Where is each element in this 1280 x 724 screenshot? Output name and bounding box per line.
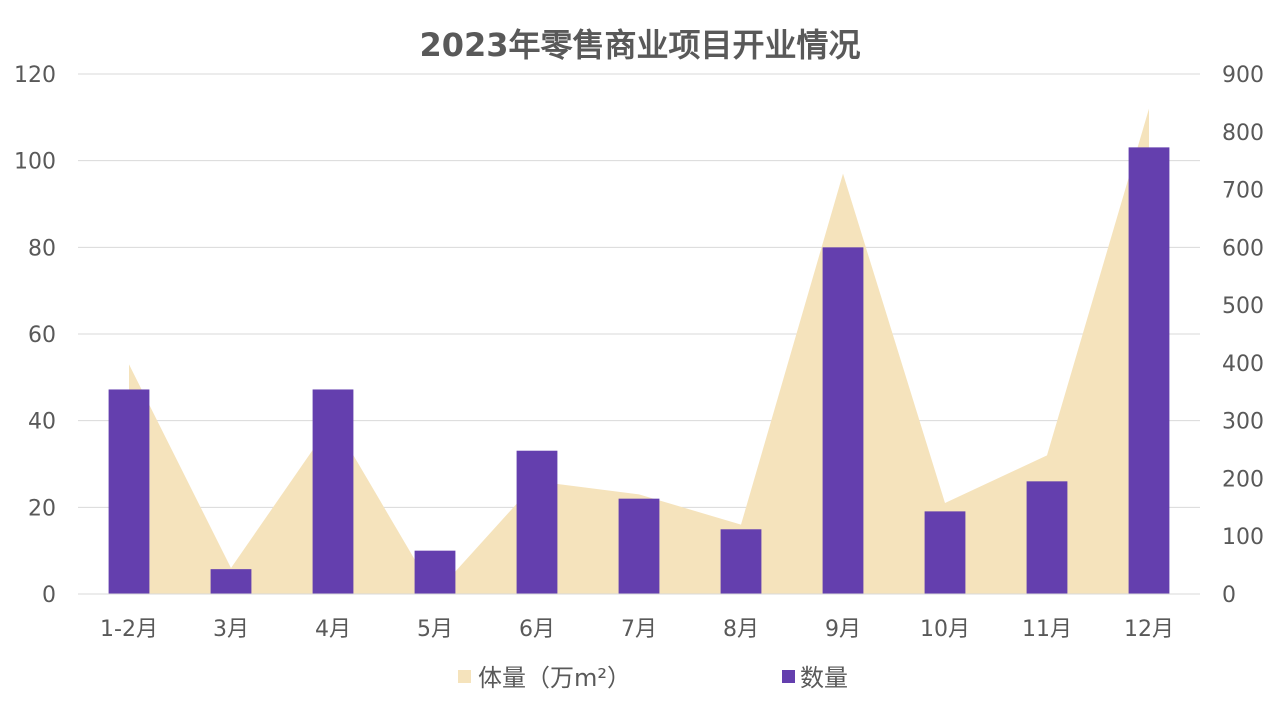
x-tick-label-10: 12月 [1124,617,1174,642]
x-tick-label-9: 11月 [1022,617,1072,642]
bar-3 [414,550,456,594]
left-tick-label-2: 40 [28,410,56,435]
legend-label-bar: 数量 [800,664,848,692]
area-series-layer [129,108,1149,595]
x-tick-label-3: 5月 [417,617,453,642]
x-tick-label-0: 1-2月 [100,617,158,642]
right-tick-label-1: 100 [1222,525,1264,550]
right-y-axis: 0 100 200 300 400 500 600 700 800 900 [1222,63,1264,608]
right-tick-label-2: 200 [1222,467,1264,492]
x-axis: 1-2月 3月 4月 5月 6月 7月 8月 9月 10月 11月 12月 [78,593,1200,642]
right-tick-label-7: 700 [1222,179,1264,204]
bar-2 [312,389,354,594]
legend: 体量（万m²） 数量 [458,664,848,692]
x-tick-label-1: 3月 [213,617,249,642]
right-tick-label-9: 900 [1222,63,1264,88]
right-tick-label-5: 500 [1222,294,1264,319]
left-tick-label-6: 120 [14,63,56,88]
chart-title: 2023年零售商业项目开业情况 [419,26,860,64]
x-tick-label-4: 6月 [519,617,555,642]
gridlines [78,73,1200,595]
left-tick-label-1: 20 [28,496,56,521]
left-tick-label-3: 60 [28,323,56,348]
x-tick-label-2: 4月 [315,617,351,642]
right-tick-label-8: 800 [1222,121,1264,146]
left-y-axis: 0 20 40 60 80 100 120 [14,63,56,608]
right-tick-label-4: 400 [1222,352,1264,377]
area-series-volume [129,108,1149,595]
bar-7 [822,247,864,595]
bar-4 [516,450,558,594]
right-tick-label-3: 300 [1222,410,1264,435]
x-tick-label-8: 10月 [920,617,970,642]
right-tick-label-0: 0 [1222,583,1236,608]
right-tick-label-6: 600 [1222,236,1264,261]
bar-6 [720,529,762,594]
bar-series-layer [108,147,1170,595]
left-tick-label-0: 0 [42,583,56,608]
left-tick-label-5: 100 [14,150,56,175]
x-tick-label-7: 9月 [825,617,861,642]
bar-8 [924,511,966,594]
bar-10 [1128,147,1170,594]
legend-swatch-area [458,670,471,683]
bar-1 [210,569,252,594]
legend-swatch-bar [782,670,795,683]
bar-5 [618,498,660,594]
x-tick-label-5: 7月 [621,617,657,642]
left-tick-label-4: 80 [28,236,56,261]
bar-0 [108,389,150,594]
bar-9 [1026,481,1068,594]
x-tick-label-6: 8月 [723,617,759,642]
legend-label-area: 体量（万m²） [478,664,631,692]
